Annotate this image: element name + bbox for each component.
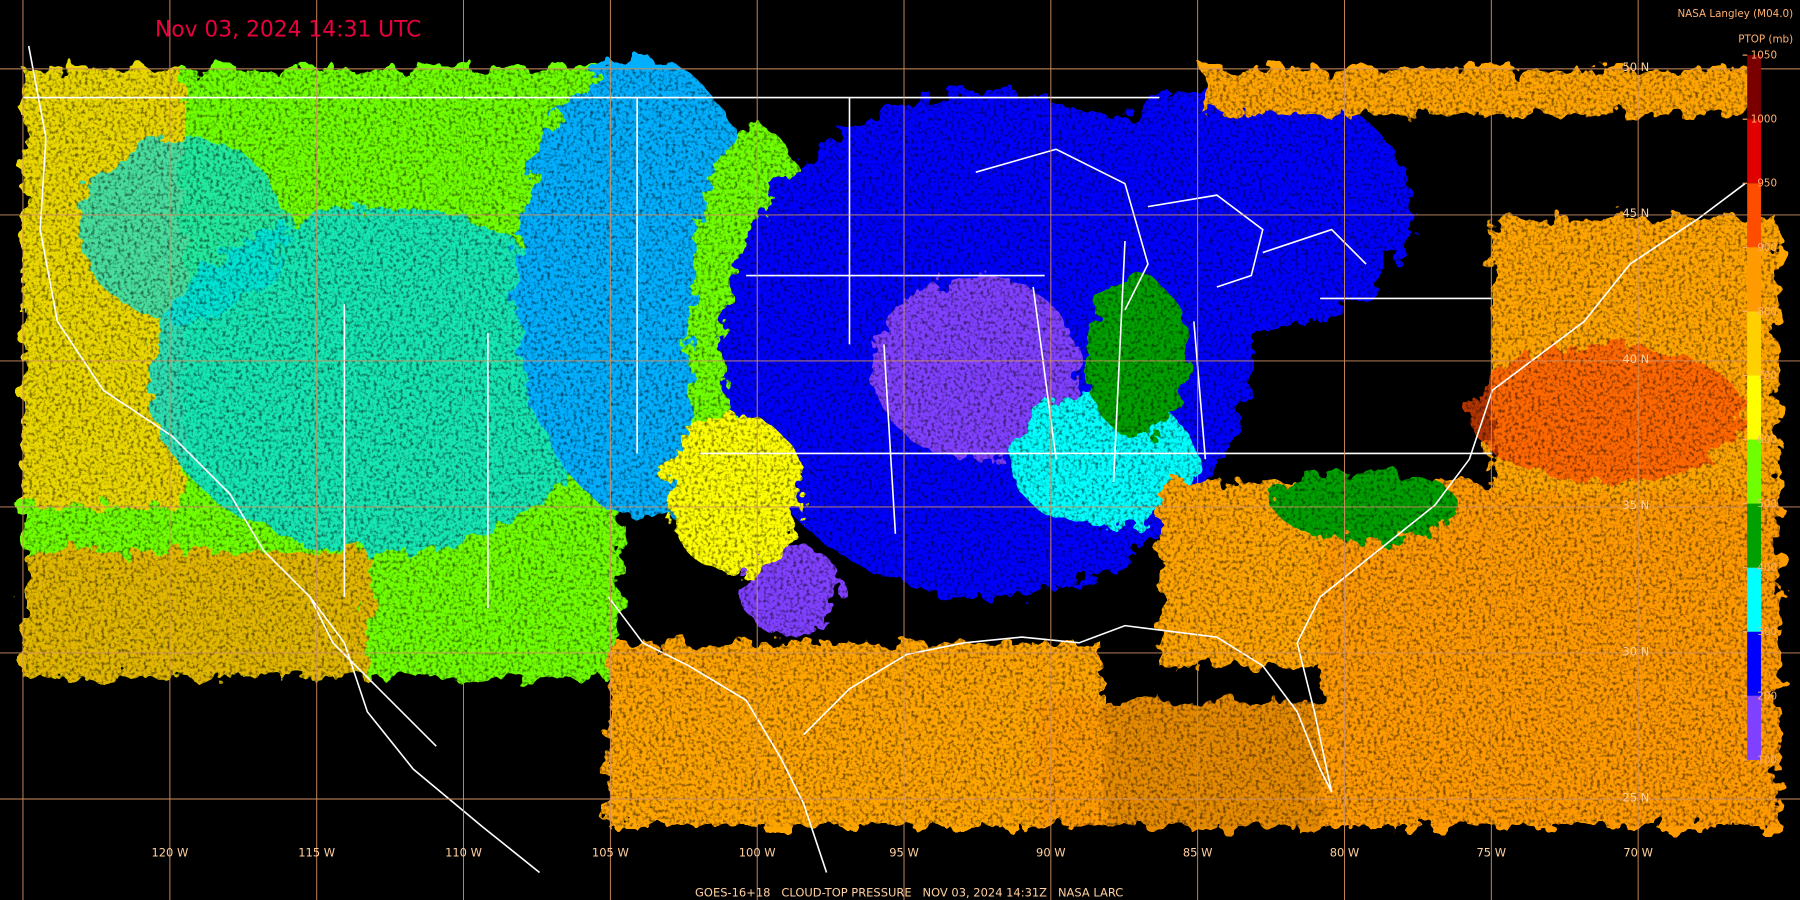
lat-label: 25 N [1622, 790, 1649, 804]
colorbar-segment [1747, 375, 1761, 440]
lon-label: 75 W [1477, 845, 1507, 859]
colorbar-segment [1747, 695, 1761, 760]
lat-label: 40 N [1622, 352, 1649, 366]
colorbar-label: 200 [1757, 690, 1777, 702]
coastline [27, 45, 541, 874]
coastline [309, 596, 437, 747]
colorbar-label: 300 [1757, 626, 1777, 638]
colorbar-segment [1747, 567, 1761, 632]
colorbar-segment [1747, 503, 1761, 568]
colorbar-label: 950 [1757, 178, 1777, 190]
colorbar-label: 100 [1757, 754, 1777, 766]
lon-label: 70 W [1623, 845, 1653, 859]
lon-label: 115 W [298, 845, 335, 859]
colorbar-label: 1050 [1751, 50, 1777, 62]
colorbar-segment [1747, 631, 1761, 696]
boundaries [22, 45, 1746, 874]
lat-label: 30 N [1622, 644, 1649, 658]
lon-label: 105 W [592, 845, 629, 859]
credit: NASA Langley (M04.0) [1677, 8, 1793, 20]
colorbar-label: 700 [1757, 370, 1777, 382]
lon-label: 120 W [151, 845, 188, 859]
lon-label: 100 W [739, 845, 776, 859]
colorbar-segment [1747, 311, 1761, 376]
lon-label: 95 W [889, 845, 919, 859]
colorbar-label: 800 [1757, 306, 1777, 318]
lat-label: 35 N [1622, 498, 1649, 512]
colorbar-segment [1747, 183, 1761, 248]
colorbar-segment [1747, 247, 1761, 312]
colorbar-label: 1000 [1751, 114, 1777, 126]
colorbar-segment [1747, 439, 1761, 504]
colorbar: 1050 1000 950 900 800 700 600 500 400 300 200 100 [1742, 50, 1777, 766]
cloud-texture [22, 68, 1780, 827]
colorbar-label: 900 [1757, 242, 1777, 254]
coastline [607, 596, 828, 873]
lat-label: 50 N [1622, 60, 1649, 74]
footer: GOES-16+18 CLOUD-TOP PRESSURE NOV 03, 20… [695, 886, 1123, 900]
colorbar-label: 500 [1757, 498, 1777, 510]
lon-label: 110 W [445, 845, 482, 859]
colorbar-segment [1747, 119, 1761, 184]
lon-label: 85 W [1183, 845, 1213, 859]
coastline [803, 183, 1746, 793]
colorbar-segment [1747, 55, 1761, 120]
border [22, 96, 1493, 609]
lon-label: 90 W [1036, 845, 1066, 859]
lon-label: 80 W [1330, 845, 1360, 859]
timestamp-title: Nov 03, 2024 14:31 UTC [155, 18, 421, 43]
colorbar-label: 600 [1757, 434, 1777, 446]
colorbar-label: 400 [1757, 562, 1777, 574]
legend-title: PTOP (mb) [1738, 33, 1793, 45]
great-lakes [975, 148, 1367, 311]
lat-label: 45 N [1622, 206, 1649, 220]
